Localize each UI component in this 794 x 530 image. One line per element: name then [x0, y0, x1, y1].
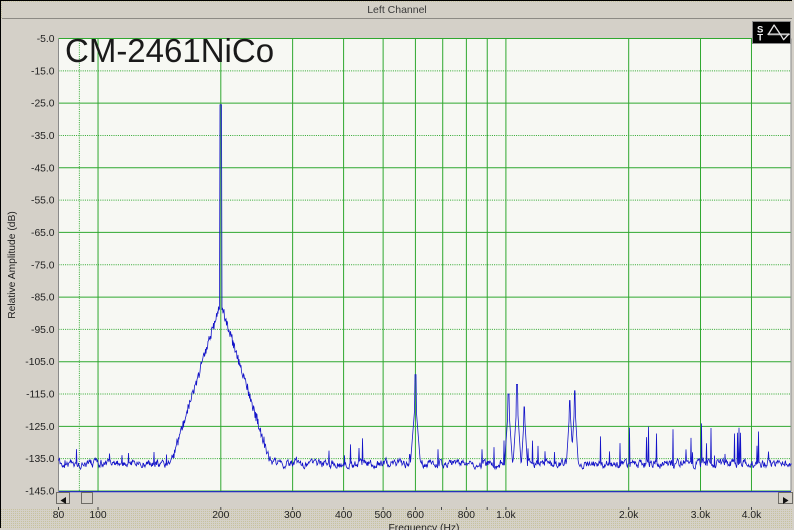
svg-text:-25.0: -25.0 [31, 99, 55, 110]
svg-text:CM-2461NiCo: CM-2461NiCo [65, 32, 274, 69]
svg-text:-145.0: -145.0 [25, 487, 54, 498]
svg-text:-45.0: -45.0 [31, 163, 55, 174]
svg-text:300: 300 [284, 510, 301, 521]
svg-text:-125.0: -125.0 [25, 422, 54, 433]
svg-text:-35.0: -35.0 [31, 131, 55, 142]
svg-text:4.0k: 4.0k [742, 510, 762, 521]
svg-text:2.0k: 2.0k [619, 510, 639, 521]
svg-text:-95.0: -95.0 [31, 325, 55, 336]
svg-text:-55.0: -55.0 [31, 196, 55, 207]
svg-text:-75.0: -75.0 [31, 260, 55, 271]
svg-text:1.0k: 1.0k [496, 510, 516, 521]
svg-text:-115.0: -115.0 [26, 390, 55, 401]
svg-text:Frequency (Hz): Frequency (Hz) [389, 523, 460, 530]
svg-text:500: 500 [375, 510, 392, 521]
svg-text:-65.0: -65.0 [31, 228, 55, 239]
svg-text:-15.0: -15.0 [31, 66, 55, 77]
svg-text:800: 800 [458, 510, 475, 521]
svg-text:600: 600 [407, 510, 424, 521]
svg-text:T: T [757, 32, 763, 43]
svg-text:-135.0: -135.0 [25, 454, 54, 465]
svg-text:200: 200 [212, 510, 229, 521]
svg-text:80: 80 [53, 510, 65, 521]
svg-text:400: 400 [335, 510, 352, 521]
svg-text:-105.0: -105.0 [25, 357, 54, 368]
svg-text:-85.0: -85.0 [31, 293, 55, 304]
svg-text:-5.0: -5.0 [37, 34, 55, 45]
svg-text:100: 100 [89, 510, 106, 521]
svg-text:3.0k: 3.0k [691, 510, 711, 521]
svg-text:Relative Amplitude (dB): Relative Amplitude (dB) [7, 211, 18, 319]
